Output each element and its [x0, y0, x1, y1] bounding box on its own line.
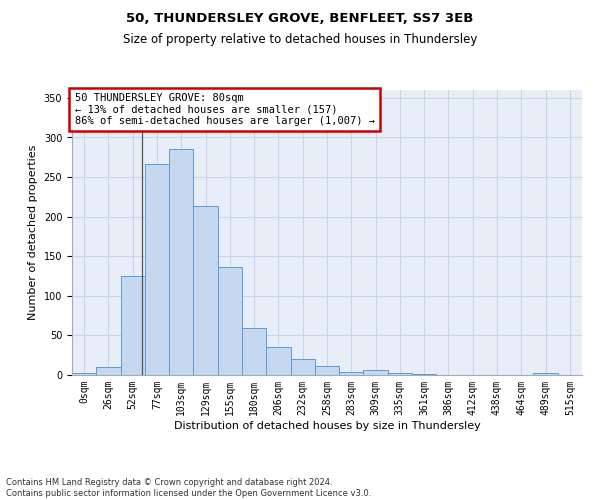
- Text: Size of property relative to detached houses in Thundersley: Size of property relative to detached ho…: [123, 32, 477, 46]
- Bar: [96, 367, 121, 375]
- Bar: [315, 366, 339, 375]
- Y-axis label: Number of detached properties: Number of detached properties: [28, 145, 38, 320]
- Text: 50, THUNDERSLEY GROVE, BENFLEET, SS7 3EB: 50, THUNDERSLEY GROVE, BENFLEET, SS7 3EB: [127, 12, 473, 26]
- Bar: [364, 370, 388, 375]
- Text: 50 THUNDERSLEY GROVE: 80sqm
← 13% of detached houses are smaller (157)
86% of se: 50 THUNDERSLEY GROVE: 80sqm ← 13% of det…: [74, 93, 374, 126]
- Bar: [533, 374, 558, 375]
- Bar: [72, 374, 96, 375]
- Bar: [290, 359, 315, 375]
- Bar: [266, 346, 290, 375]
- Bar: [218, 268, 242, 375]
- Bar: [169, 150, 193, 375]
- Bar: [193, 206, 218, 375]
- Bar: [388, 372, 412, 375]
- Bar: [412, 374, 436, 375]
- Bar: [339, 372, 364, 375]
- Bar: [242, 328, 266, 375]
- Text: Contains HM Land Registry data © Crown copyright and database right 2024.
Contai: Contains HM Land Registry data © Crown c…: [6, 478, 371, 498]
- X-axis label: Distribution of detached houses by size in Thundersley: Distribution of detached houses by size …: [173, 420, 481, 430]
- Bar: [145, 164, 169, 375]
- Bar: [121, 276, 145, 375]
